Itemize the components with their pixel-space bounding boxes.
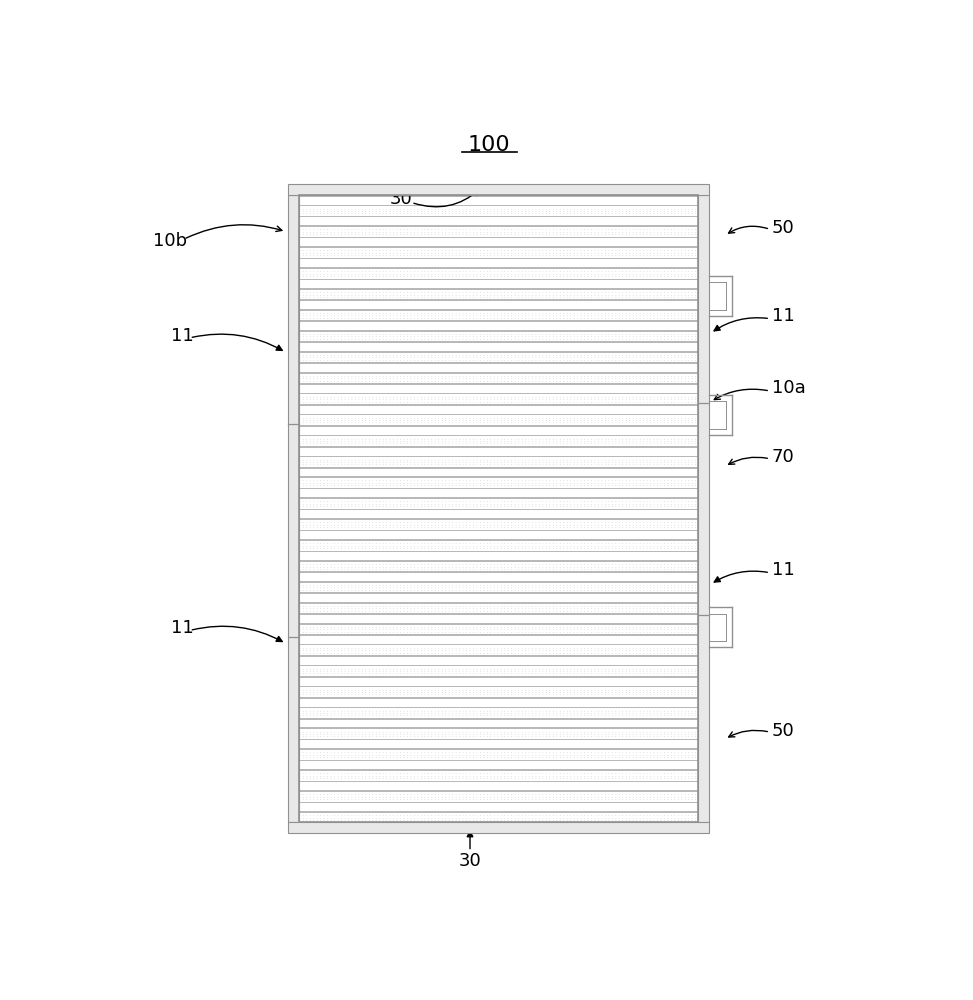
Text: 11: 11 (171, 619, 195, 637)
Text: 11: 11 (772, 307, 794, 325)
Bar (299, 195, 699, 822)
Text: 11: 11 (171, 327, 195, 345)
Text: 50: 50 (772, 722, 794, 740)
Text: 70: 70 (772, 448, 794, 466)
Bar (288, 195, 299, 822)
Text: 30: 30 (458, 852, 482, 870)
Text: 30: 30 (389, 190, 412, 208)
Text: 100: 100 (468, 135, 510, 155)
Text: 10a: 10a (772, 379, 806, 397)
Bar (288, 822, 709, 833)
Bar (288, 184, 709, 195)
Text: 11: 11 (772, 561, 794, 579)
Bar (699, 195, 709, 822)
Bar (299, 195, 699, 822)
Text: 50: 50 (772, 219, 794, 237)
Text: 10b: 10b (154, 232, 188, 250)
